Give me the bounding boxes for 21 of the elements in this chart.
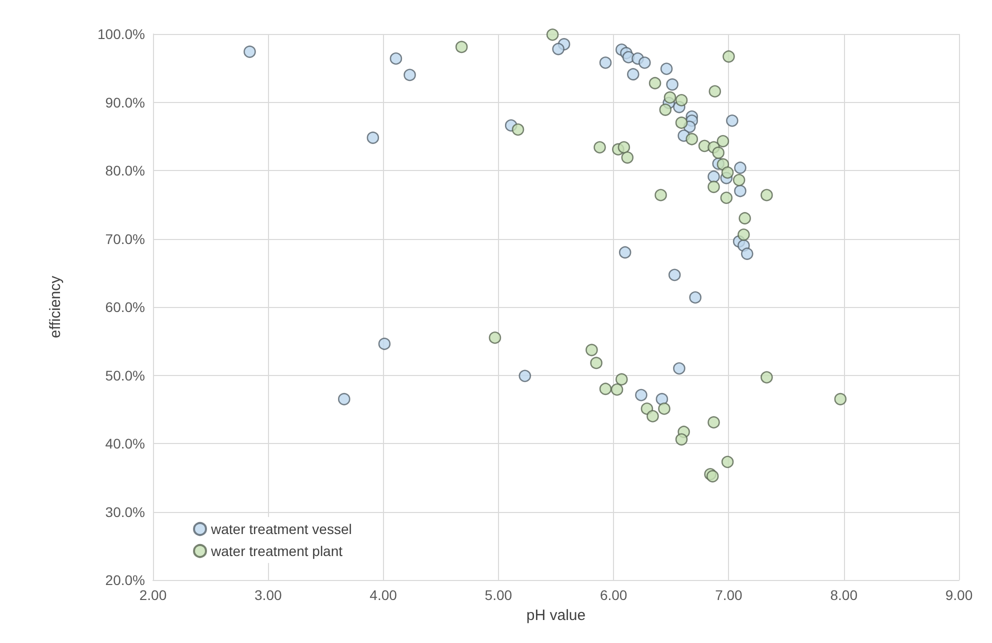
y-tick-label: 60.0% bbox=[105, 299, 145, 315]
x-tick-label: 7.00 bbox=[715, 587, 743, 603]
x-tick-label: 4.00 bbox=[370, 587, 398, 603]
x-tick-label: 2.00 bbox=[139, 587, 167, 603]
x-tick-label: 3.00 bbox=[254, 587, 282, 603]
x-tick-label: 9.00 bbox=[945, 587, 973, 603]
y-tick-label: 30.0% bbox=[105, 504, 145, 520]
y-tick-label: 70.0% bbox=[105, 230, 145, 247]
y-tick-label: 90.0% bbox=[105, 94, 145, 110]
y-tick-label: 80.0% bbox=[105, 162, 145, 178]
y-tick-label: 50.0% bbox=[105, 367, 145, 384]
x-tick-label: 6.00 bbox=[600, 587, 628, 603]
x-tick-label: 8.00 bbox=[830, 587, 858, 603]
x-axis-title: pH value bbox=[526, 607, 586, 624]
y-tick-label: 20.0% bbox=[105, 572, 145, 588]
y-axis-title: efficiency bbox=[47, 275, 64, 338]
legend-label: water treatment vessel bbox=[210, 521, 352, 537]
x-tick-label: 5.00 bbox=[484, 587, 512, 603]
y-tick-label: 40.0% bbox=[105, 436, 145, 452]
y-tick-label: 100.0% bbox=[98, 26, 145, 42]
legend-label: water treatment plant bbox=[210, 543, 343, 559]
